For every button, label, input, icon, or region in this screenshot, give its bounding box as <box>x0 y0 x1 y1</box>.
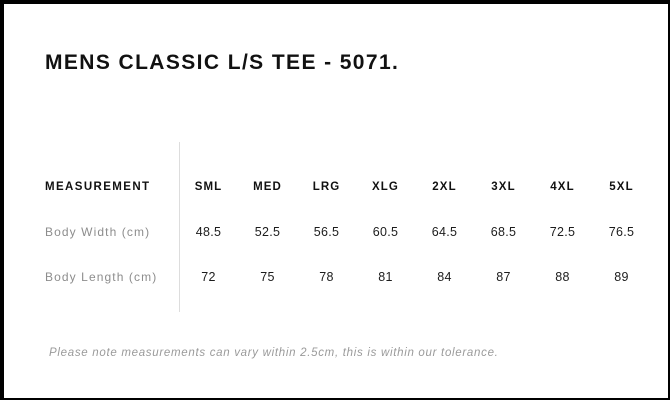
size-measurement-table: MEASUREMENT SML MED LRG XLG 2XL 3XL 4XL … <box>45 164 651 299</box>
column-header-4xl: 4XL <box>550 180 575 193</box>
row-label-body-width: Body Width (cm) <box>45 224 151 239</box>
page-title: MENS CLASSIC L/S TEE - 5071. <box>45 51 400 74</box>
cell-body-length-5xl: 89 <box>614 269 629 284</box>
column-header-xlg: XLG <box>372 180 399 193</box>
cell-body-length-2xl: 84 <box>437 269 452 284</box>
table-header-row: MEASUREMENT SML MED LRG XLG 2XL 3XL 4XL … <box>45 164 651 209</box>
cell-body-width-lrg: 56.5 <box>313 224 340 239</box>
table-row: Body Width (cm) 48.5 52.5 56.5 60.5 64.5… <box>45 209 651 254</box>
cell-body-width-5xl: 76.5 <box>608 224 635 239</box>
table-row: Body Length (cm) 72 75 78 81 84 87 88 89 <box>45 254 651 299</box>
cell-body-width-4xl: 72.5 <box>549 224 576 239</box>
column-header-lrg: LRG <box>312 180 341 193</box>
cell-body-length-3xl: 87 <box>496 269 511 284</box>
row-label-body-length: Body Length (cm) <box>45 269 158 284</box>
tolerance-footnote: Please note measurements can vary within… <box>49 347 499 359</box>
cell-body-length-4xl: 88 <box>555 269 570 284</box>
column-header-3xl: 3XL <box>491 180 516 193</box>
cell-body-width-sml: 48.5 <box>195 224 222 239</box>
cell-body-length-med: 75 <box>260 269 275 284</box>
column-header-sml: SML <box>194 180 223 193</box>
table-column-divider <box>179 142 180 312</box>
cell-body-width-3xl: 68.5 <box>490 224 517 239</box>
column-header-med: MED <box>253 180 282 193</box>
column-header-measurement: MEASUREMENT <box>45 180 151 193</box>
cell-body-width-med: 52.5 <box>254 224 281 239</box>
cell-body-width-2xl: 64.5 <box>431 224 458 239</box>
cell-body-length-lrg: 78 <box>319 269 334 284</box>
cell-body-width-xlg: 60.5 <box>372 224 399 239</box>
column-header-2xl: 2XL <box>432 180 457 193</box>
column-header-5xl: 5XL <box>609 180 634 193</box>
cell-body-length-sml: 72 <box>201 269 216 284</box>
cell-body-length-xlg: 81 <box>378 269 393 284</box>
